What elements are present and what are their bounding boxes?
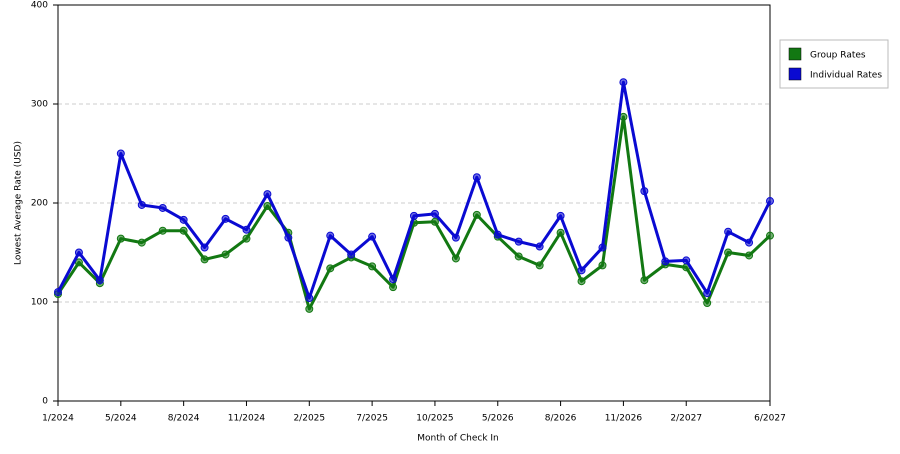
y-tick-label: 400 (31, 1, 48, 11)
data-point (619, 78, 628, 87)
data-point (368, 262, 377, 271)
data-point (242, 234, 251, 243)
data-point (200, 243, 209, 252)
data-point (347, 250, 356, 259)
data-point (451, 254, 460, 263)
data-point (451, 233, 460, 242)
data-point (410, 211, 418, 220)
data-point (766, 231, 774, 240)
x-axis-label: Month of Check In (417, 434, 499, 444)
data-point (724, 227, 733, 236)
x-tick-label: 1/2024 (42, 414, 74, 424)
data-point (724, 248, 733, 257)
data-point (682, 256, 691, 265)
data-point (535, 242, 544, 251)
x-tick-label: 11/2024 (228, 414, 266, 424)
data-point (661, 257, 670, 266)
data-point (389, 283, 398, 292)
data-point (179, 215, 188, 224)
data-point (242, 225, 251, 234)
data-point (745, 238, 754, 247)
data-point (640, 276, 649, 285)
data-point (116, 234, 125, 243)
x-tick-label: 2/2025 (293, 414, 325, 424)
x-tick-label: 5/2024 (105, 414, 137, 424)
data-point (74, 258, 83, 267)
data-point (577, 266, 586, 275)
data-point (305, 294, 314, 303)
legend-swatch (788, 67, 802, 81)
data-point (116, 149, 125, 158)
data-point (389, 275, 398, 284)
data-point (137, 238, 146, 247)
x-tick-label: 8/2026 (545, 414, 577, 424)
data-point (158, 203, 167, 212)
data-point (556, 228, 565, 237)
data-point (472, 173, 481, 182)
data-point (263, 201, 272, 210)
data-point (326, 231, 335, 240)
data-point (556, 211, 565, 220)
legend-swatch (788, 47, 802, 61)
legend-label: Group Rates (810, 51, 866, 61)
y-tick-label: 0 (42, 397, 48, 407)
data-point (514, 237, 523, 246)
data-point (221, 250, 230, 259)
data-point (598, 243, 607, 252)
legend-box (779, 39, 889, 89)
data-point (703, 289, 712, 298)
data-point (514, 252, 523, 261)
data-point (577, 277, 586, 286)
data-point (430, 217, 439, 226)
x-tick-label: 7/2025 (356, 414, 388, 424)
data-point (200, 255, 209, 264)
y-tick-label: 200 (31, 199, 48, 209)
data-point (703, 298, 712, 307)
legend-label: Individual Rates (810, 71, 882, 81)
data-point (179, 226, 188, 235)
x-tick-label: 5/2026 (482, 414, 514, 424)
data-point (535, 261, 544, 270)
x-tick-label: 6/2027 (754, 414, 786, 424)
data-point (305, 304, 314, 313)
x-tick-label: 2/2027 (670, 414, 702, 424)
y-tick-label: 300 (31, 100, 48, 110)
data-point (54, 288, 62, 297)
data-point (158, 226, 167, 235)
x-tick-label: 10/2025 (416, 414, 453, 424)
data-point (430, 209, 439, 218)
data-point (221, 214, 230, 223)
data-point (137, 200, 146, 209)
data-point (640, 187, 649, 196)
data-point (598, 261, 607, 270)
data-point (493, 230, 502, 239)
data-point (619, 112, 628, 121)
data-point (368, 232, 377, 241)
data-point (745, 251, 754, 260)
data-point (95, 276, 104, 285)
data-point (472, 210, 481, 219)
data-point (263, 190, 272, 199)
y-tick-label: 100 (31, 298, 48, 308)
data-point (326, 264, 335, 273)
x-tick-label: 8/2024 (168, 414, 200, 424)
data-point (766, 197, 774, 206)
data-point (284, 233, 293, 242)
x-tick-label: 11/2026 (605, 414, 643, 424)
y-axis-label: Lowest Average Rate (USD) (14, 141, 24, 265)
data-point (74, 248, 83, 257)
